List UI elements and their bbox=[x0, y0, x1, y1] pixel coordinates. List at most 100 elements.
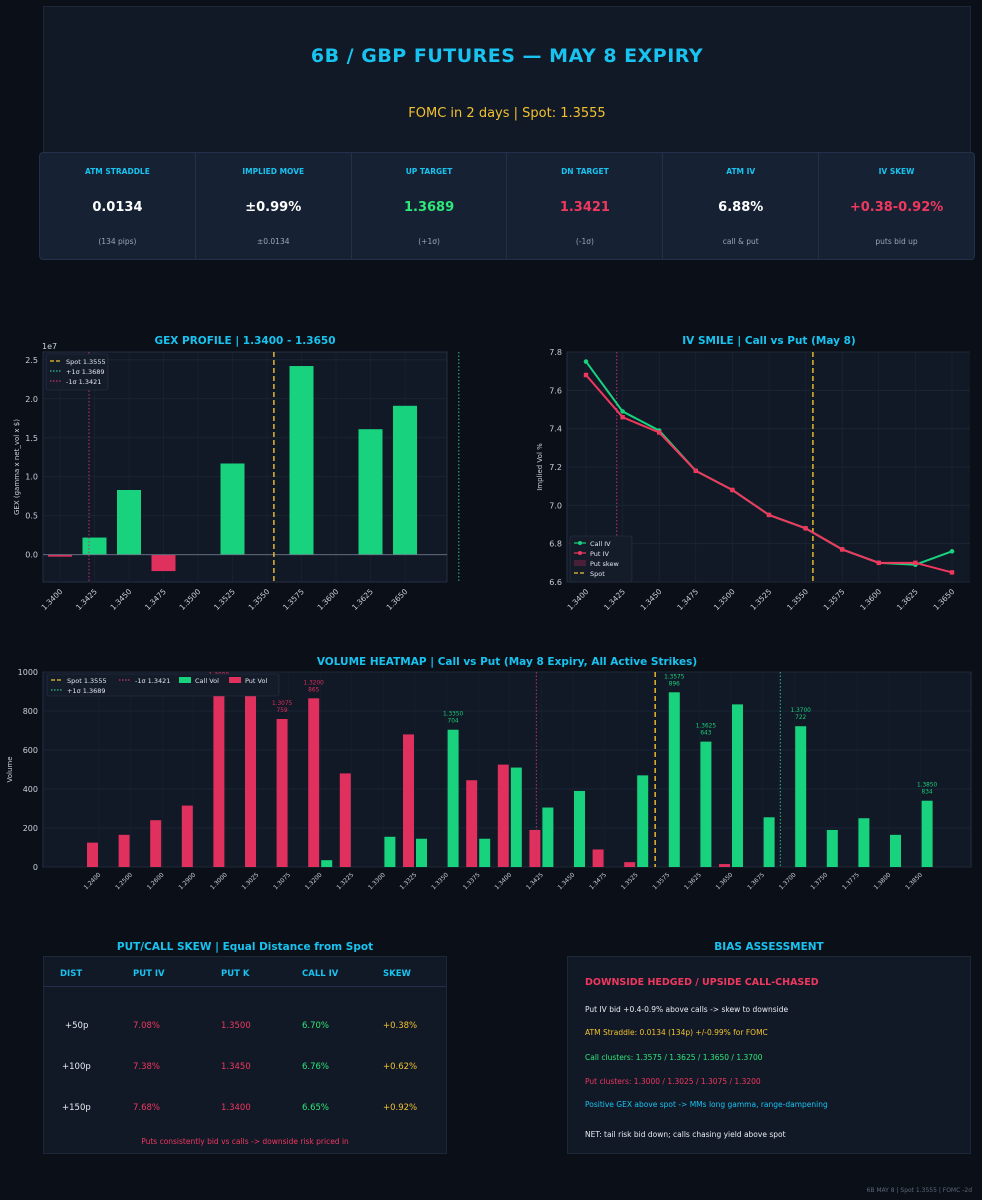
table-cell: 7.08% bbox=[133, 1021, 161, 1031]
put-iv-point bbox=[583, 372, 589, 378]
gex-x-tick-label: 1.3600 bbox=[315, 587, 340, 612]
smile-legend-box bbox=[569, 535, 633, 583]
footer-text: 6B MAY 8 | Spot 1.3555 | FOMC -2d bbox=[866, 1187, 973, 1194]
heat-legend-swatch bbox=[179, 677, 191, 683]
kpi-card: DN TARGET 1.3421 (-1σ) bbox=[507, 153, 664, 259]
call-vol-bar bbox=[447, 729, 459, 867]
put-vol-bar bbox=[87, 842, 98, 867]
bias-line: Put IV bid +0.4-0.9% above calls -> skew… bbox=[585, 1005, 789, 1014]
gex-y-tick-label: 2.5 bbox=[25, 356, 38, 365]
heat-annotation-value: 834 bbox=[922, 790, 933, 796]
kpi-card: ATM STRADDLE 0.0134 (134 pips) bbox=[40, 153, 196, 259]
heat-y-tick-label: 1000 bbox=[18, 668, 38, 677]
table-cell: +0.38% bbox=[383, 1021, 418, 1031]
put-vol-bar bbox=[118, 834, 130, 867]
table-cell: +50p bbox=[65, 1021, 89, 1031]
kpi-label: ATM STRADDLE bbox=[84, 167, 150, 176]
col-header: DIST bbox=[60, 969, 83, 979]
col-header: PUT IV bbox=[133, 969, 165, 979]
call-vol-bar bbox=[890, 834, 901, 867]
kpi-sub: puts bid up bbox=[875, 237, 918, 246]
heat-annotation-strike: 1.3075 bbox=[272, 701, 293, 707]
put-iv-point bbox=[913, 560, 918, 566]
call-vol-bar bbox=[510, 767, 522, 867]
heat-x-tick-label: 1.3450 bbox=[557, 871, 577, 891]
put-iv-point bbox=[730, 487, 735, 493]
page-subtitle: FOMC in 2 days | Spot: 1.3555 bbox=[408, 106, 606, 121]
kpi-label: ATM IV bbox=[726, 167, 756, 176]
smile-y-tick-label: 7.2 bbox=[549, 463, 562, 472]
kpi-sub: call & put bbox=[722, 237, 759, 246]
heat-x-tick-label: 1.3575 bbox=[651, 871, 671, 891]
table-cell: +0.92% bbox=[383, 1103, 418, 1113]
skew-note: Puts consistently bid vs calls -> downsi… bbox=[141, 1137, 349, 1146]
gex-x-tick-label: 1.3425 bbox=[74, 587, 99, 612]
kpi-sub: (+1σ) bbox=[418, 237, 440, 246]
kpi-card: UP TARGET 1.3689 (+1σ) bbox=[352, 153, 508, 259]
table-cell: +100p bbox=[62, 1062, 91, 1072]
heat-annotation-strike: 1.3700 bbox=[791, 708, 812, 714]
smile-y-tick-label: 6.6 bbox=[549, 578, 562, 587]
kpi-card: ATM IV 6.88% call & put bbox=[663, 153, 820, 259]
call-vol-bar bbox=[668, 692, 680, 867]
heat-annotation-strike: 1.3625 bbox=[696, 724, 717, 730]
smile-x-tick-label: 1.3400 bbox=[565, 587, 590, 612]
heat-x-tick-label: 1.3475 bbox=[588, 871, 608, 891]
put-vol-bar bbox=[624, 862, 636, 867]
table-cell: 1.3450 bbox=[221, 1062, 251, 1072]
heat-annotation-strike: 1.3350 bbox=[443, 712, 464, 718]
gex-x-tick-label: 1.3450 bbox=[108, 587, 133, 612]
smile-y-axis-label: Implied Vol % bbox=[536, 443, 544, 491]
gex-bar bbox=[151, 554, 176, 572]
smile-legend-swatch-marker bbox=[578, 551, 582, 555]
heat-y-axis-label: Volume bbox=[6, 756, 14, 782]
call-vol-bar bbox=[826, 829, 838, 867]
smile-y-tick-label: 7.4 bbox=[549, 425, 562, 434]
gex-exponent-label: 1e7 bbox=[42, 342, 57, 351]
heat-y-tick-label: 800 bbox=[23, 707, 38, 716]
heat-x-tick-label: 1.3675 bbox=[746, 871, 766, 891]
kpi-value: 0.0134 bbox=[92, 200, 143, 215]
kpi-label: DN TARGET bbox=[561, 167, 609, 176]
gex-bar bbox=[393, 405, 417, 555]
gex-bar bbox=[358, 429, 383, 555]
col-header: SKEW bbox=[383, 969, 411, 979]
call-vol-bar bbox=[732, 704, 743, 867]
heat-annotation-value: 722 bbox=[795, 715, 806, 721]
call-vol-bar bbox=[921, 800, 933, 867]
put-iv-point bbox=[840, 547, 845, 552]
heat-x-tick-label: 1.3325 bbox=[399, 871, 419, 891]
gex-y-tick-label: 0.0 bbox=[25, 551, 38, 560]
gex-legend-box bbox=[45, 353, 109, 391]
heat-annotation-value: 865 bbox=[308, 687, 319, 693]
gex-y-tick-label: 1.5 bbox=[25, 434, 38, 443]
call-vol-bar bbox=[763, 817, 775, 867]
heat-y-tick-label: 0 bbox=[33, 863, 38, 872]
put-vol-bar bbox=[245, 692, 256, 867]
smile-x-tick-label: 1.3550 bbox=[785, 587, 810, 612]
smile-chart-title: IV SMILE | Call vs Put (May 8) bbox=[682, 335, 856, 347]
heat-annotation-value: 896 bbox=[669, 681, 680, 687]
put-vol-bar bbox=[592, 849, 604, 867]
smile-chart: 6.6 6.8 7.0 7.2 7.4 7.6 7.8 1.3400 1.3425 1.3450 1… bbox=[536, 348, 970, 612]
heat-x-tick-label: 1.2900 bbox=[177, 871, 197, 891]
heat-legend-box bbox=[46, 673, 280, 697]
put-iv-point bbox=[766, 512, 772, 518]
heat-x-tick-label: 1.3800 bbox=[873, 871, 893, 891]
put-vol-bar bbox=[339, 773, 351, 867]
smile-y-tick-label: 7.6 bbox=[549, 386, 562, 395]
call-iv-point bbox=[620, 409, 625, 414]
heat-x-tick-label: 1.3750 bbox=[809, 871, 829, 891]
put-iv-point bbox=[949, 570, 955, 575]
smile-x-tick-label: 1.3475 bbox=[675, 587, 700, 612]
put-vol-bar bbox=[150, 820, 162, 867]
heat-x-tick-label: 1.3700 bbox=[778, 871, 798, 891]
table-cell: 6.65% bbox=[302, 1103, 330, 1113]
heat-x-tick-label: 1.2500 bbox=[114, 871, 134, 891]
heat-y-tick-label: 600 bbox=[23, 746, 38, 755]
put-vol-bar bbox=[403, 734, 414, 867]
gex-x-tick-label: 1.3525 bbox=[212, 587, 237, 612]
put-iv-point bbox=[876, 560, 881, 566]
heat-x-tick-label: 1.3525 bbox=[620, 871, 640, 891]
heat-x-tick-label: 1.3300 bbox=[367, 871, 387, 891]
